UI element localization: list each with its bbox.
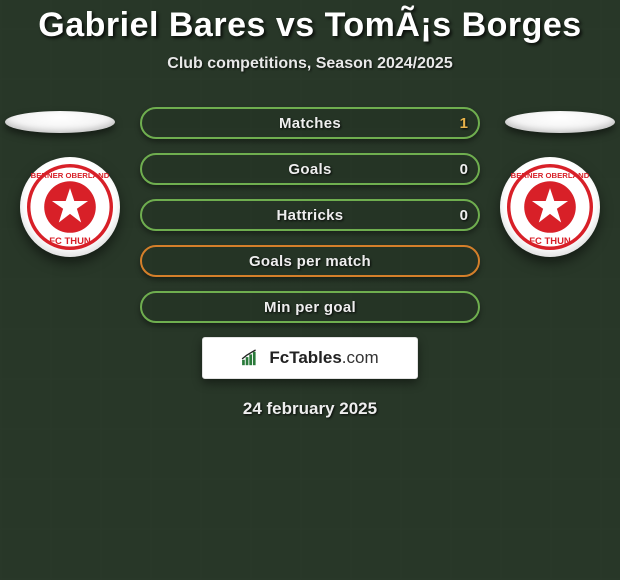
stat-right-value: 1 [460,115,468,132]
page-subtitle: Club competitions, Season 2024/2025 [0,55,620,73]
brand-domain: .com [342,348,379,367]
stat-label: Hattricks [277,207,344,224]
stat-row-hattricks: Hattricks 0 [140,199,480,231]
svg-text:FC THUN: FC THUN [529,236,571,247]
stat-right-value: 0 [460,207,468,224]
fc-thun-crest-icon: BERNER OBERLAND FC THUN [27,164,113,250]
player-left-club-badge: BERNER OBERLAND FC THUN [20,157,120,257]
stat-label: Min per goal [264,299,356,316]
bar-chart-icon [241,349,263,367]
stat-rows: Matches 1 Goals 0 Hattricks 0 Goals per … [140,107,480,323]
svg-text:BERNER OBERLAND: BERNER OBERLAND [31,171,110,180]
svg-text:FC THUN: FC THUN [49,236,91,247]
fc-thun-crest-icon: BERNER OBERLAND FC THUN [507,164,593,250]
player-right-avatar-disc [505,111,615,133]
stat-row-matches: Matches 1 [140,107,480,139]
player-left-avatar-disc [5,111,115,133]
player-right-club-badge: BERNER OBERLAND FC THUN [500,157,600,257]
svg-text:BERNER OBERLAND: BERNER OBERLAND [511,171,590,180]
stat-row-min-per-goal: Min per goal [140,291,480,323]
stat-right-value: 0 [460,161,468,178]
stat-row-goals-per-match: Goals per match [140,245,480,277]
brand-name: FcTables [269,348,341,367]
stat-label: Goals per match [249,253,371,270]
brand-box: FcTables.com [202,337,418,379]
brand-text: FcTables.com [269,348,378,368]
date-line: 24 february 2025 [0,399,620,419]
comparison-arena: BERNER OBERLAND FC THUN BERNER OBERLAND … [0,107,620,419]
stat-label: Matches [279,115,341,132]
stat-label: Goals [288,161,331,178]
page-title: Gabriel Bares vs TomÃ¡s Borges [0,0,620,45]
stat-row-goals: Goals 0 [140,153,480,185]
